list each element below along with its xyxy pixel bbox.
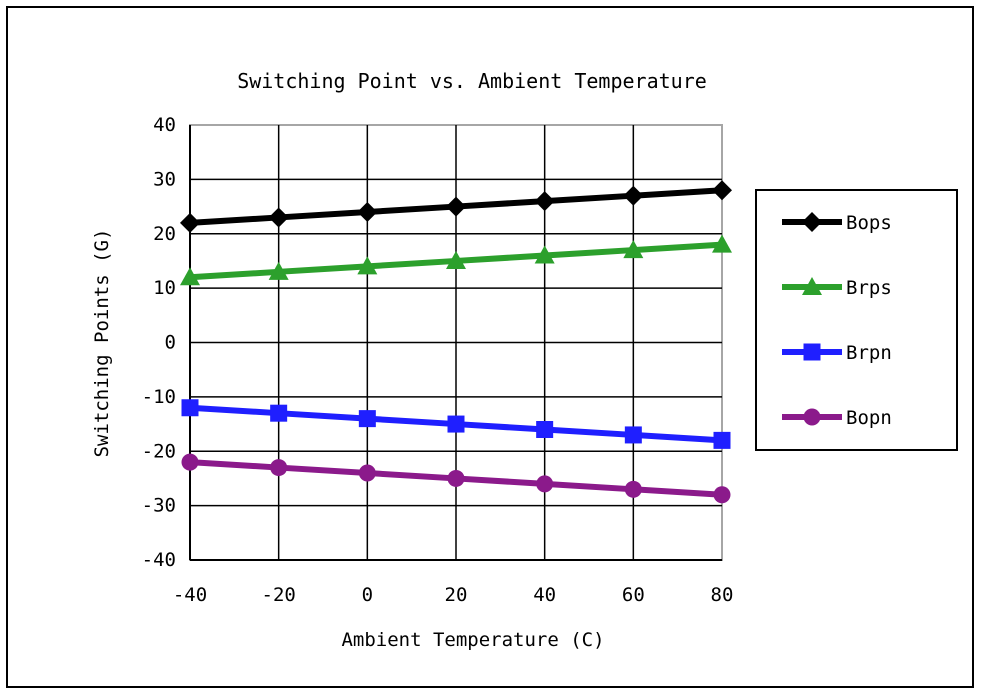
y-tick-label: 30: [153, 168, 176, 190]
data-point-circle: [536, 475, 554, 493]
data-point-circle: [181, 453, 199, 471]
x-tick-label: 80: [711, 584, 734, 606]
data-point-triangle: [180, 267, 200, 286]
data-point-square: [536, 421, 554, 438]
data-point-square: [624, 426, 642, 444]
data-point-square: [713, 431, 731, 449]
y-axis-label: Switching Points (G): [91, 229, 113, 458]
legend-label: Bopn: [846, 407, 892, 429]
y-tick-label: -30: [142, 495, 176, 517]
data-point-triangle: [534, 245, 555, 264]
y-tick-label: -20: [142, 440, 176, 462]
data-point-triangle: [802, 277, 822, 295]
data-point-diamond: [712, 180, 732, 201]
chart-title: Switching Point vs. Ambient Temperature: [237, 69, 707, 93]
data-point-diamond: [623, 185, 644, 206]
data-point-square: [358, 410, 376, 428]
data-point-square: [270, 404, 288, 422]
legend-label: Bops: [846, 212, 892, 234]
data-point-circle: [447, 469, 465, 487]
x-tick-label: -20: [262, 584, 296, 606]
data-point-triangle: [357, 256, 378, 275]
legend-label: Brps: [846, 277, 892, 299]
data-point-circle: [624, 480, 642, 498]
data-point-diamond: [357, 202, 378, 222]
data-point-circle: [358, 464, 376, 482]
data-point-circle: [803, 408, 821, 426]
data-point-circle: [713, 486, 731, 504]
y-tick-label: -40: [142, 549, 176, 571]
x-tick-label: 0: [362, 584, 373, 606]
data-point-square: [803, 343, 821, 361]
y-tick-label: -10: [142, 386, 176, 408]
data-point-triangle: [623, 240, 644, 259]
plot-area: -40 -20 0 20 40 60 80 40 30 20 10 0 -10 -20 -30 -40: [142, 114, 734, 606]
data-point-diamond: [268, 207, 289, 228]
x-tick-label: 20: [445, 584, 468, 606]
x-tick-label: -40: [173, 584, 207, 606]
legend: Bops Brps Brpn Bopn: [755, 189, 958, 451]
data-point-triangle: [712, 234, 732, 253]
data-point-diamond: [446, 196, 466, 217]
y-tick-label: 10: [153, 277, 176, 299]
data-point-diamond: [534, 191, 555, 212]
x-axis-label: Ambient Temperature (C): [341, 629, 604, 651]
x-tick-label: 40: [533, 584, 556, 606]
x-tick-label: 60: [622, 584, 645, 606]
y-tick-label: 20: [153, 223, 176, 245]
data-point-diamond: [802, 212, 822, 232]
data-point-triangle: [446, 250, 466, 269]
data-point-diamond: [180, 212, 200, 233]
legend-box: [755, 189, 958, 451]
y-tick-label: 0: [165, 332, 176, 354]
y-tick-label: 40: [153, 114, 176, 136]
data-point-square: [181, 399, 199, 417]
data-point-triangle: [268, 261, 289, 280]
data-point-square: [447, 415, 465, 433]
data-point-circle: [270, 459, 288, 477]
legend-label: Brpn: [846, 342, 892, 364]
